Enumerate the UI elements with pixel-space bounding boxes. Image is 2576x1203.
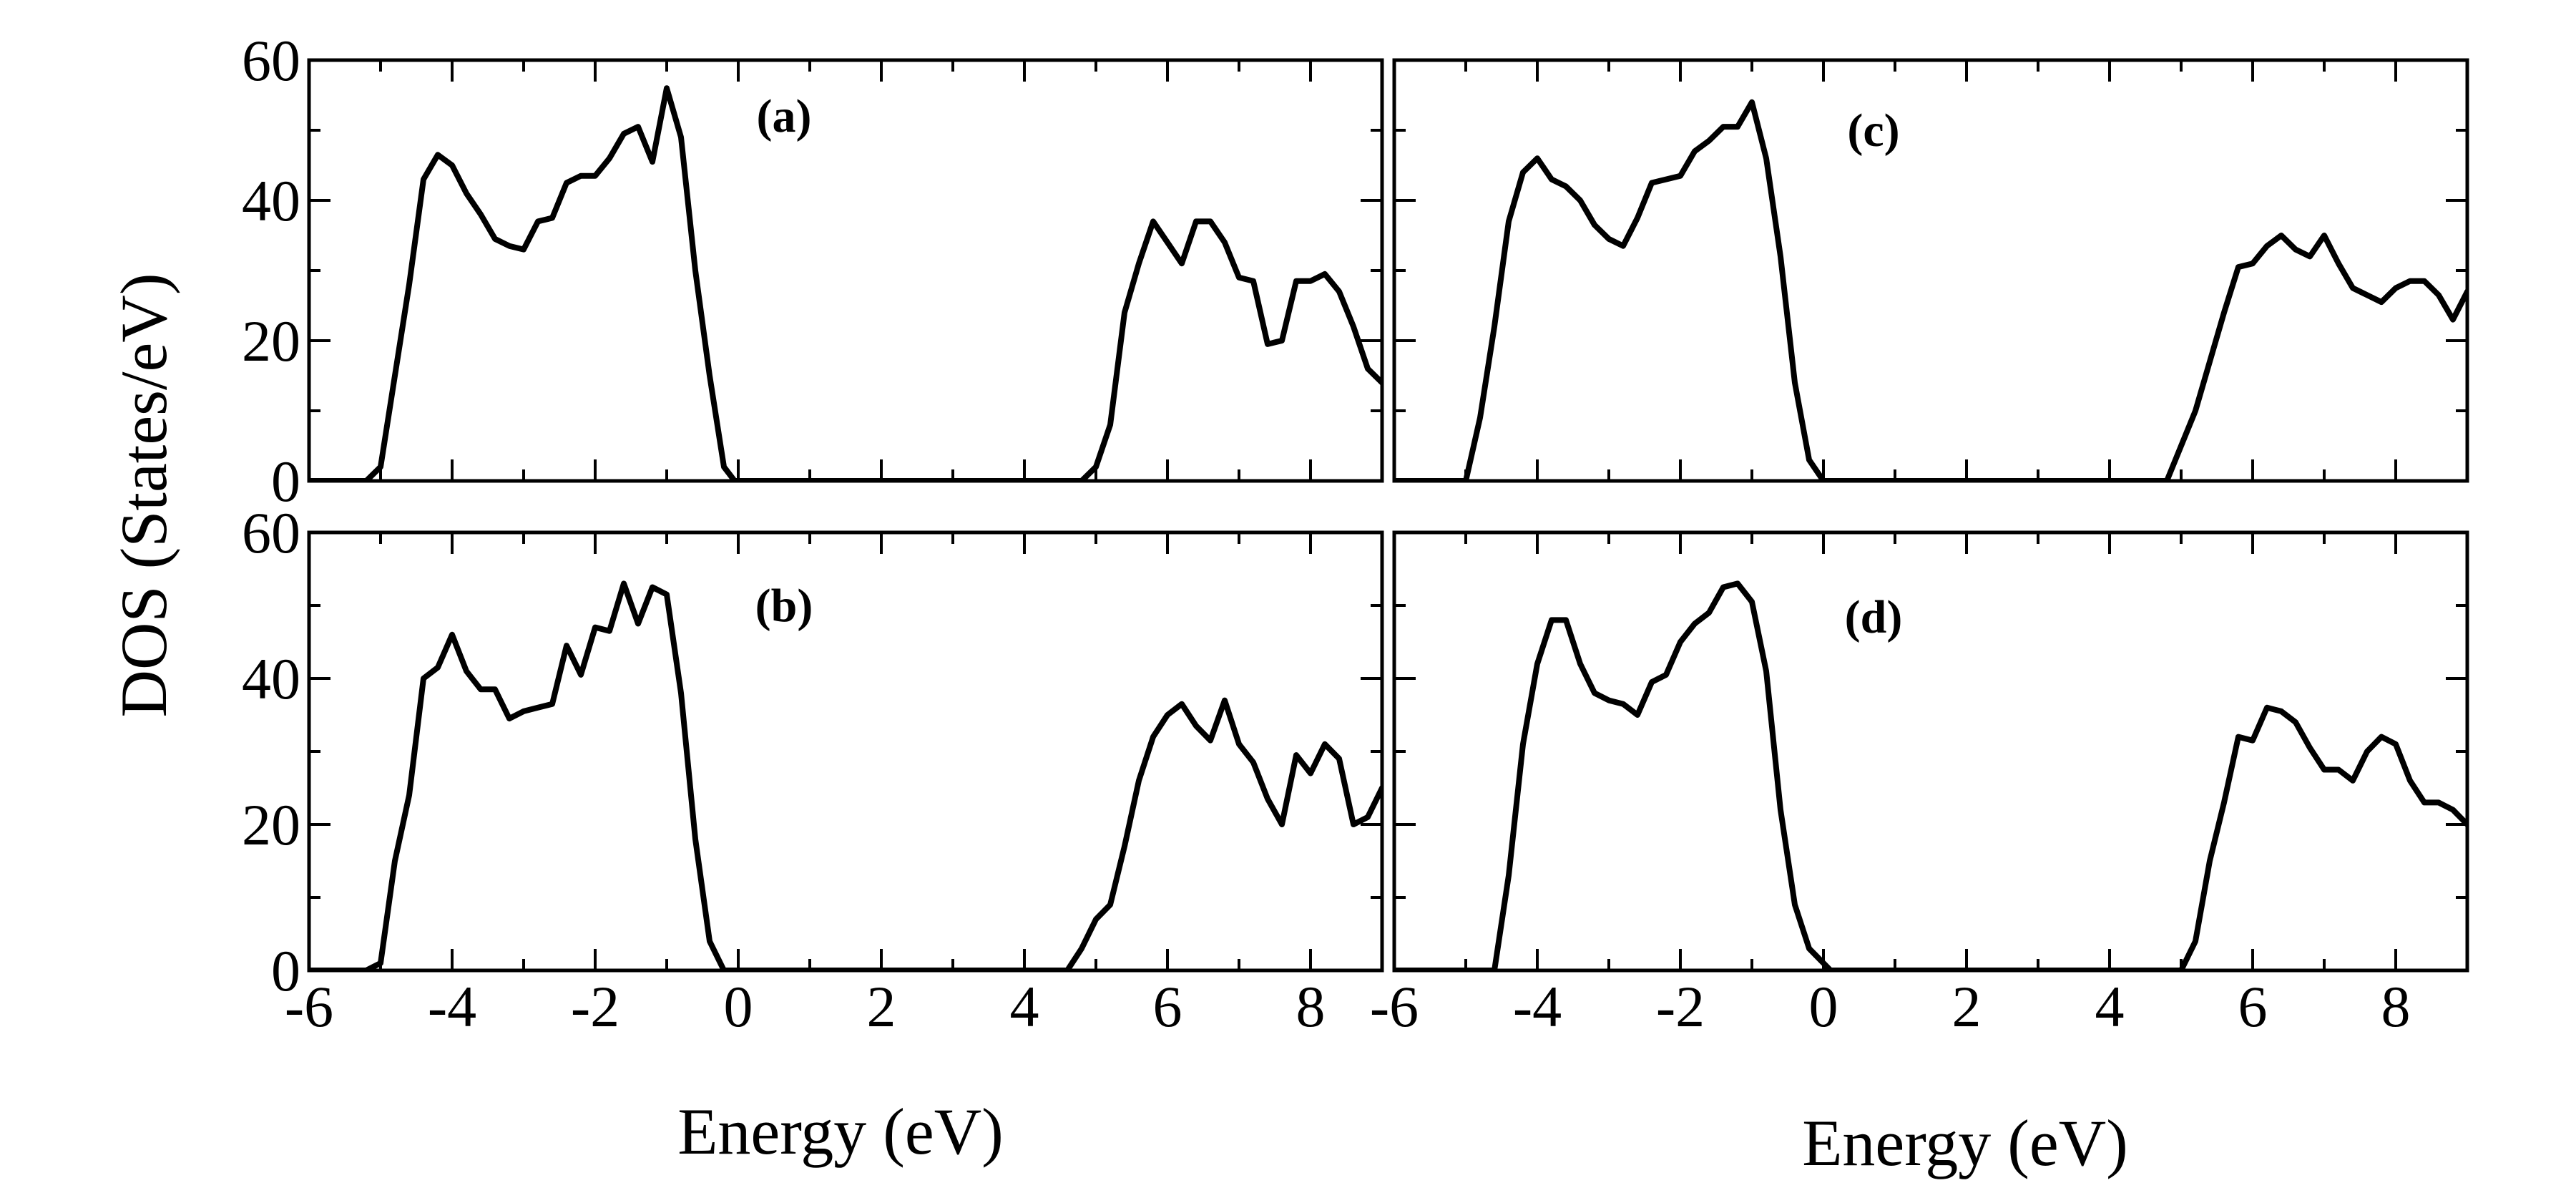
- x-tick-label: 2: [1952, 974, 1982, 1039]
- panel-label: (b): [755, 580, 813, 632]
- panel-d: -6 -4 -2 0 2 4 6 8 (d): [1370, 530, 2469, 1039]
- x-tick-label: -4: [1513, 974, 1562, 1039]
- x-tick-label: 0: [724, 974, 753, 1039]
- y-tick-label: 40: [242, 168, 300, 233]
- y-tick-label: 0: [271, 938, 300, 1003]
- dos-curve-b: [309, 580, 1382, 970]
- plot-frame: [307, 58, 1384, 483]
- x-tick-label: -6: [285, 974, 333, 1039]
- dos-curve-c: [1394, 99, 2467, 481]
- y-tick-label: 40: [242, 646, 300, 711]
- panel-label: (c): [1847, 104, 1899, 157]
- plot-frame: [307, 530, 1384, 973]
- dos-curve-d: [1394, 580, 2467, 970]
- x-tick-label: 4: [1010, 974, 1039, 1039]
- plot-frame: [1392, 58, 2469, 483]
- x-tick-label: -4: [428, 974, 476, 1039]
- x-tick-label: 2: [867, 974, 896, 1039]
- y-axis-title: DOS (States/eV): [107, 273, 180, 718]
- x-tick-label: -2: [571, 974, 619, 1039]
- panel-b: -6 -4 -2 0 2 4 6 8 0 20 40 60 (b): [242, 500, 1384, 1039]
- x-tick-label: 8: [2381, 974, 2411, 1039]
- y-tick-label: 60: [242, 500, 300, 565]
- panel-label: (a): [757, 90, 812, 142]
- x-axis-title-left: Energy (eV): [677, 1095, 1004, 1168]
- y-tick-label: 60: [242, 28, 300, 93]
- dos-curve-a: [309, 85, 1382, 481]
- x-tick-label: 6: [2238, 974, 2268, 1039]
- x-tick-label: -6: [1370, 974, 1419, 1039]
- y-tick-label: 0: [271, 449, 300, 514]
- x-tick-label: 8: [1296, 974, 1326, 1039]
- x-tick-label: 6: [1153, 974, 1182, 1039]
- y-tick-label: 20: [242, 792, 300, 857]
- panel-c: (c): [1392, 58, 2469, 483]
- x-tick-label: -2: [1656, 974, 1705, 1039]
- x-tick-label: 4: [2095, 974, 2125, 1039]
- panel-label: (d): [1845, 591, 1903, 643]
- y-tick-label: 20: [242, 308, 300, 374]
- x-axis-title-right: Energy (eV): [1802, 1106, 2128, 1179]
- x-tick-label: 0: [1809, 974, 1838, 1039]
- plot-frame: [1392, 530, 2469, 973]
- panel-a: 0 20 40 60 (a): [242, 28, 1384, 514]
